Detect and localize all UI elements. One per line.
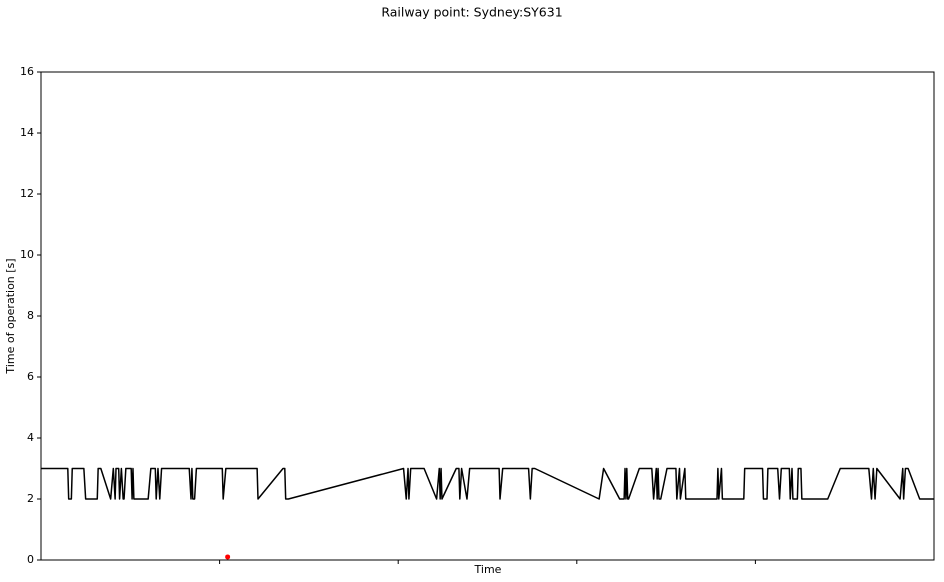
chart-title: Railway point: Sydney:SY631 [381,5,562,20]
y-tick-label: 0 [27,553,34,566]
series-line [41,467,934,500]
y-tick-label: 4 [27,431,34,444]
y-tick-label: 16 [20,65,34,78]
plot-frame [40,71,935,561]
point [225,554,231,560]
y-tick-label: 10 [20,248,34,261]
y-tick-label: 12 [20,187,34,200]
y-axis-label: Time of operation [s] [4,258,17,374]
y-tick-label: 8 [27,309,34,322]
x-axis-label: Time [474,563,502,576]
y-tick-label: 2 [27,492,34,505]
y-tick-label: 14 [20,126,34,139]
y-tick-label: 6 [27,370,34,383]
